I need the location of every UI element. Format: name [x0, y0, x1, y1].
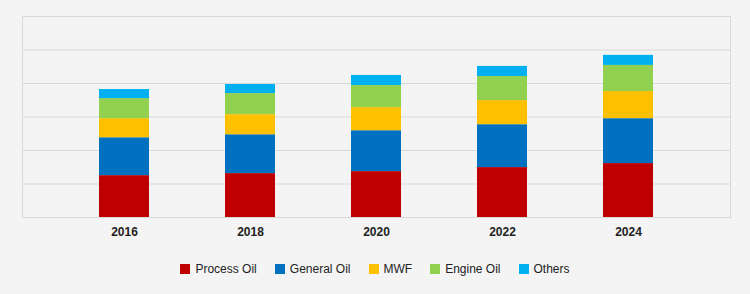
svg-text:2020: 2020 — [363, 225, 390, 239]
html-text:MWF: MWF — [383, 262, 413, 276]
html-text:General Oil: General Oil — [289, 262, 351, 276]
svg-text:2018: 2018 — [237, 225, 264, 239]
html-text:Process Oil: Process Oil — [195, 262, 257, 276]
svg-text:2024: 2024 — [615, 225, 642, 239]
svg-text:2016: 2016 — [111, 225, 138, 239]
html-text:Engine Oil: Engine Oil — [445, 262, 501, 276]
html-text:Others: Others — [533, 262, 570, 276]
svg-text:2022: 2022 — [489, 225, 516, 239]
